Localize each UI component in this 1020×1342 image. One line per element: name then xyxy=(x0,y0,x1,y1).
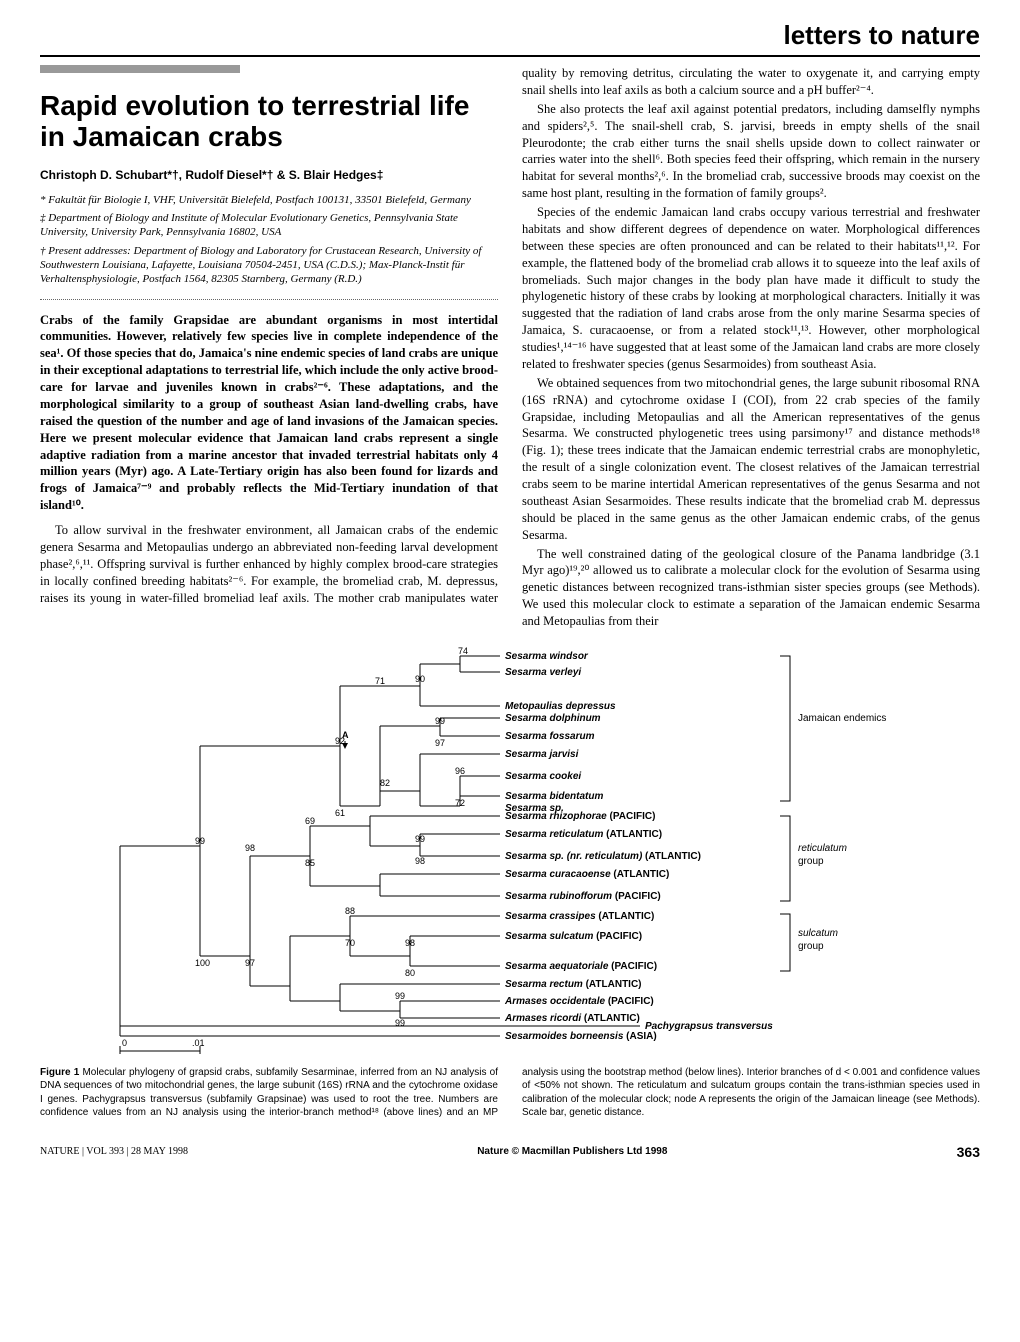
svg-text:Sesarma cookei: Sesarma cookei xyxy=(505,771,581,782)
svg-text:80: 80 xyxy=(405,968,415,978)
footer-left: NATURE | VOL 393 | 28 MAY 1998 xyxy=(40,1146,188,1157)
svg-text:Sesarma curacaoense (ATLANTIC): Sesarma curacaoense (ATLANTIC) xyxy=(505,869,669,880)
title-rule xyxy=(40,65,240,73)
svg-text:98: 98 xyxy=(415,856,425,866)
svg-text:sulcatum: sulcatum xyxy=(798,928,838,939)
svg-text:group: group xyxy=(798,856,824,867)
svg-text:70: 70 xyxy=(345,938,355,948)
svg-text:Sesarma sulcatum (PACIFIC): Sesarma sulcatum (PACIFIC) xyxy=(505,931,642,942)
svg-text:Metopaulias depressus: Metopaulias depressus xyxy=(505,701,616,712)
svg-text:Armases occidentale (PACIFIC): Armases occidentale (PACIFIC) xyxy=(504,996,654,1007)
svg-text:A: A xyxy=(342,730,349,740)
phylogeny-tree: 74 90 71 99 97 82 96 72 92 61 69 85 99 9… xyxy=(80,646,940,1056)
svg-text:74: 74 xyxy=(458,646,468,656)
affiliation-1: * Fakultät für Biologie I, VHF, Universi… xyxy=(40,193,498,207)
svg-text:Sesarma rhizophorae (PACIFIC): Sesarma rhizophorae (PACIFIC) xyxy=(505,811,655,822)
svg-text:97: 97 xyxy=(435,738,445,748)
svg-text:82: 82 xyxy=(380,778,390,788)
svg-text:100: 100 xyxy=(195,958,210,968)
body-p3: Species of the endemic Jamaican land cra… xyxy=(522,204,980,373)
svg-text:Sesarma windsor: Sesarma windsor xyxy=(505,651,589,662)
svg-text:69: 69 xyxy=(305,816,315,826)
article-title: Rapid evolution to terrestrial life in J… xyxy=(40,91,498,153)
caption-text: Molecular phylogeny of grapsid crabs, su… xyxy=(40,1067,980,1119)
body-p2: She also protects the leaf axil against … xyxy=(522,101,980,202)
svg-text:97: 97 xyxy=(245,958,255,968)
body-p4: We obtained sequences from two mitochond… xyxy=(522,375,980,544)
svg-text:Sesarma fossarum: Sesarma fossarum xyxy=(505,731,595,742)
svg-text:Sesarma crassipes (ATLANTIC): Sesarma crassipes (ATLANTIC) xyxy=(505,911,654,922)
svg-text:88: 88 xyxy=(345,906,355,916)
svg-text:98: 98 xyxy=(245,843,255,853)
svg-text:Sesarma jarvisi: Sesarma jarvisi xyxy=(505,749,579,760)
svg-text:Sesarma dolphinum: Sesarma dolphinum xyxy=(505,713,601,724)
svg-text:Sesarma rectum (ATLANTIC): Sesarma rectum (ATLANTIC) xyxy=(505,979,642,990)
svg-text:Sesarma bidentatum: Sesarma bidentatum xyxy=(505,791,603,802)
svg-text:Sesarma rubinofforum (PACIFIC): Sesarma rubinofforum (PACIFIC) xyxy=(505,891,661,902)
section-header: letters to nature xyxy=(40,20,980,57)
svg-text:71: 71 xyxy=(375,676,385,686)
affiliation-3: † Present addresses: Department of Biolo… xyxy=(40,244,498,287)
figure-caption: Figure 1 Molecular phylogeny of grapsid … xyxy=(40,1066,980,1120)
svg-text:72: 72 xyxy=(455,798,465,808)
footer-page-number: 363 xyxy=(957,1144,980,1160)
svg-text:99: 99 xyxy=(415,834,425,844)
svg-text:96: 96 xyxy=(455,766,465,776)
svg-text:99: 99 xyxy=(395,991,405,1001)
svg-text:group: group xyxy=(798,941,824,952)
svg-text:0: 0 xyxy=(122,1038,127,1048)
svg-text:Sesarma sp. (nr. reticulatum): Sesarma sp. (nr. reticulatum) (ATLANTIC) xyxy=(505,851,701,862)
svg-text:Sesarma verleyi: Sesarma verleyi xyxy=(505,667,581,678)
divider xyxy=(40,299,498,300)
caption-label: Figure 1 xyxy=(40,1067,79,1078)
svg-text:99: 99 xyxy=(435,716,445,726)
svg-text:Sesarmoides borneensis (ASIA): Sesarmoides borneensis (ASIA) xyxy=(505,1031,657,1042)
svg-text:90: 90 xyxy=(415,674,425,684)
svg-text:99: 99 xyxy=(195,836,205,846)
article-columns: Rapid evolution to terrestrial life in J… xyxy=(40,65,980,630)
svg-text:reticulatum: reticulatum xyxy=(798,843,847,854)
svg-text:Armases ricordi (ATLANTIC): Armases ricordi (ATLANTIC) xyxy=(504,1013,640,1024)
svg-text:Sesarma aequatoriale (PACIFIC): Sesarma aequatoriale (PACIFIC) xyxy=(505,961,657,972)
footer-center: Nature © Macmillan Publishers Ltd 1998 xyxy=(477,1146,667,1157)
affiliation-2: ‡ Department of Biology and Institute of… xyxy=(40,211,498,240)
svg-text:85: 85 xyxy=(305,858,315,868)
svg-text:.01: .01 xyxy=(192,1038,205,1048)
svg-text:98: 98 xyxy=(405,938,415,948)
page-footer: NATURE | VOL 393 | 28 MAY 1998 Nature © … xyxy=(40,1144,980,1160)
group-jamaican: Jamaican endemics xyxy=(798,713,886,724)
figure-1: 74 90 71 99 97 82 96 72 92 61 69 85 99 9… xyxy=(40,646,980,1120)
abstract: Crabs of the family Grapsidae are abunda… xyxy=(40,312,498,515)
svg-text:61: 61 xyxy=(335,808,345,818)
svg-text:99: 99 xyxy=(395,1018,405,1028)
body-p5: The well constrained dating of the geolo… xyxy=(522,546,980,630)
svg-text:Pachygrapsus transversus: Pachygrapsus transversus xyxy=(645,1021,773,1032)
authors: Christoph D. Schubart*†, Rudolf Diesel*†… xyxy=(40,167,498,183)
svg-text:Sesarma reticulatum (ATLANTIC): Sesarma reticulatum (ATLANTIC) xyxy=(505,829,662,840)
